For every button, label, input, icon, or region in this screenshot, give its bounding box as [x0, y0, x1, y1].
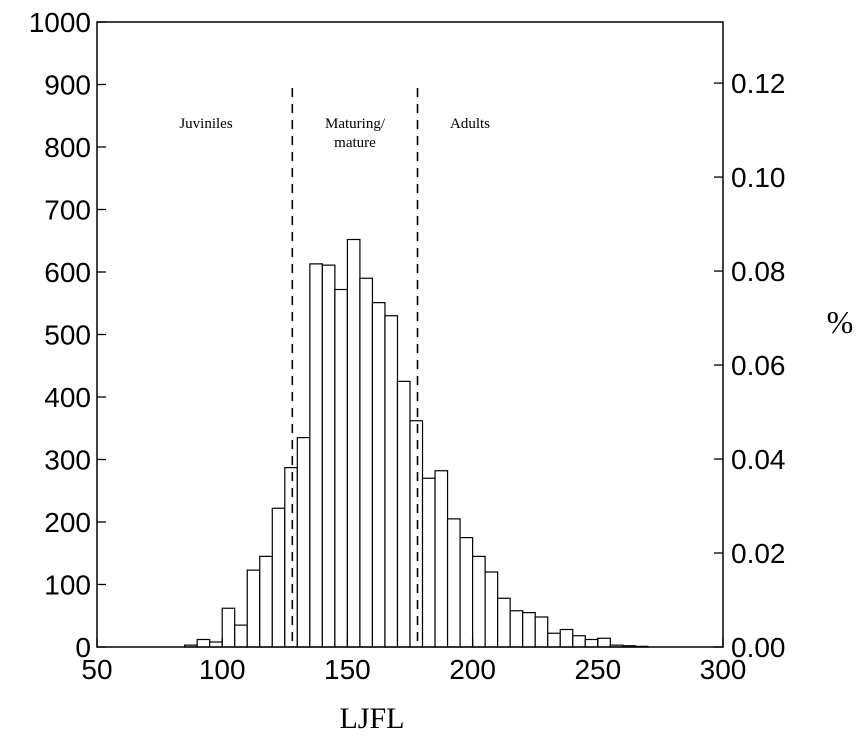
histogram-bar — [547, 632, 561, 648]
ticks-group: 0 100 200 300 400 500 600 700 800 900 1000 50 100 150… — [29, 7, 786, 685]
division-lines-group — [291, 88, 419, 647]
histogram-bar — [509, 610, 524, 648]
x-tick-label: 50 — [81, 654, 112, 685]
histogram-bar — [384, 315, 399, 648]
histogram-bar — [584, 638, 599, 648]
y2-tick-label: 0.06 — [731, 350, 786, 381]
histogram-bar — [359, 277, 374, 648]
histogram-bar — [221, 607, 236, 648]
histogram-bar — [321, 264, 336, 648]
y-tick-label: 0 — [75, 632, 91, 663]
histogram-bar — [309, 263, 323, 648]
histogram-bar — [234, 624, 248, 648]
x-tick-label: 300 — [700, 654, 747, 685]
y-tick-label: 200 — [44, 507, 91, 538]
histogram-bar — [346, 238, 361, 648]
histogram-bar — [559, 628, 574, 648]
y2-tick-label: 0.08 — [731, 256, 786, 287]
annotation-adults: Adults — [450, 116, 490, 132]
y2-tick-label: 0.00 — [731, 632, 786, 663]
bars-group — [184, 238, 649, 648]
y-tick-label: 600 — [44, 257, 91, 288]
x-tick-label: 100 — [199, 654, 246, 685]
y2-axis-title: % — [827, 304, 854, 340]
histogram-bar — [484, 571, 499, 648]
histogram-bar — [259, 555, 273, 648]
y-tick-label: 700 — [44, 195, 91, 226]
histogram-bar — [421, 477, 436, 648]
y-tick-label: 1000 — [29, 7, 91, 38]
y2-tick-label: 0.10 — [731, 162, 786, 193]
y-tick-label: 800 — [44, 132, 91, 163]
histogram-bar — [396, 380, 411, 648]
histogram-bar — [497, 597, 511, 648]
y-tick-label: 300 — [44, 445, 91, 476]
histogram-bar — [434, 470, 449, 648]
histogram-bar — [296, 437, 311, 648]
histogram-bar — [459, 537, 474, 648]
x-axis-title: LJFL — [339, 702, 404, 735]
histogram-bar — [446, 518, 461, 648]
y2-tick-label: 0.04 — [731, 444, 786, 475]
annotation-maturing: Maturing/ — [325, 116, 386, 132]
histogram-bar — [246, 569, 261, 648]
histogram-bar — [597, 637, 611, 648]
x-tick-label: 200 — [449, 654, 496, 685]
histogram-bar — [472, 555, 486, 648]
y-tick-label: 900 — [44, 70, 91, 101]
histogram-bar — [196, 638, 211, 648]
annotation-mature: mature — [334, 135, 376, 151]
histogram-bar — [271, 507, 286, 648]
histogram-bar — [371, 302, 386, 648]
annotation-juveniles: Juviniles — [179, 116, 232, 132]
y-tick-label: 400 — [44, 382, 91, 413]
x-tick-label: 150 — [324, 654, 371, 685]
y2-tick-label: 0.02 — [731, 538, 786, 569]
histogram-bar — [534, 616, 549, 648]
histogram-bar — [409, 420, 424, 648]
histogram-bar — [284, 467, 298, 648]
histogram-bar — [572, 635, 586, 648]
y-tick-label: 500 — [44, 320, 91, 351]
x-tick-label: 250 — [574, 654, 621, 685]
y-tick-label: 100 — [44, 570, 91, 601]
y2-tick-label: 0.12 — [731, 68, 786, 99]
histogram-bar — [334, 288, 349, 648]
histogram-bar — [522, 612, 536, 648]
